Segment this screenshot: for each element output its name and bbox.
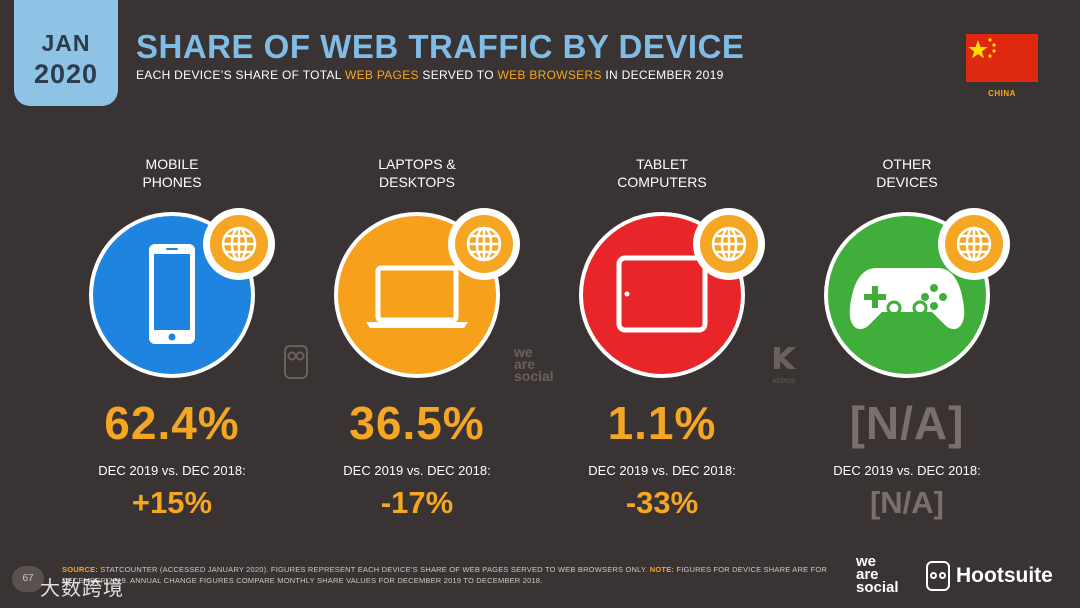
change-value: [N/A] [869,485,945,520]
device-label: LAPTOPS & DESKTOPS [317,155,517,191]
device-label: MOBILE PHONES [72,155,272,191]
mobile-phone-icon [149,244,195,344]
footer-source: SOURCE: STATCOUNTER (ACCESSED JANUARY 20… [62,564,852,586]
laptop-icon [366,265,468,328]
globe-icon [203,208,275,280]
logo-word: are [856,566,879,583]
comparison-label: DEC 2019 vs. DEC 2018: [98,463,246,478]
logo-word: social [856,579,899,596]
globe-icon [693,208,765,280]
tablet-icon [616,255,708,333]
kepios-logo-icon [774,347,796,369]
page-title: SHARE OF WEB TRAFFIC BY DEVICE [136,28,745,65]
hootsuite-wordmark: Hootsuite [956,564,1053,587]
page-subtitle: EACH DEVICE’S SHARE OF TOTAL WEB PAGES S… [136,68,724,82]
device-label-line: MOBILE [145,156,199,172]
hootsuite-logo: Hootsuite [926,560,1053,592]
device-label-line: TABLET [636,156,688,172]
subtitle-part: SERVED TO [418,68,498,82]
watermark-text: 大数跨境 [40,578,124,600]
note-text: FIGURES FOR DEVICE SHARE ARE FOR [674,565,827,574]
watermark-word: we [514,344,533,360]
logo-word: we [856,553,877,570]
device-label-line: OTHER [882,156,932,172]
change-value: -17% [380,485,454,520]
watermark-word: social [514,368,554,384]
globe-icon [938,208,1010,280]
change-value: -33% [625,485,699,520]
device-label: TABLET COMPUTERS [562,155,762,191]
owl-icon [926,561,950,591]
we-are-social-watermark: we are social [514,344,554,384]
share-value: [N/A] [849,397,965,449]
share-value: 62.4% [104,397,240,449]
device-circle [89,208,275,378]
badge-month: JAN [41,30,91,56]
globe-icon [448,208,520,280]
device-label: OTHER DEVICES [807,155,1007,191]
hootsuite-watermark-icon [284,345,308,380]
we-are-social-logo: we are social [856,553,899,596]
device-column-other: OTHER DEVICES [N/A] DEC 2019 vs. D [807,0,1010,608]
page-number: 67 [12,566,44,592]
device-label-line: PHONES [142,174,202,190]
footer-line-2: DECEMBER 2019. ANNUAL CHANGE FIGURES COM… [62,576,543,585]
change-value: +15% [131,485,213,520]
subtitle-highlight: WEB PAGES [344,68,419,82]
kepios-label: KEPIOS [772,379,796,385]
date-badge: JAN 2020 [14,0,118,106]
source-label: SOURCE: [62,565,98,574]
device-label-line: DEVICES [876,174,938,190]
watermark-word: are [514,356,536,372]
device-circle [824,208,1010,378]
subtitle-part: IN DECEMBER 2019 [601,68,724,82]
device-circle [579,208,765,378]
subtitle-part: EACH DEVICE’S SHARE OF TOTAL [136,68,345,82]
share-value: 36.5% [349,397,485,449]
device-label-line: DESKTOPS [379,174,455,190]
comparison-label: DEC 2019 vs. DEC 2018: [833,463,981,478]
source-text: STATCOUNTER (ACCESSED JANUARY 2020). FIG… [98,565,650,574]
device-circle [334,208,520,378]
gamepad-icon [849,268,965,330]
note-label: NOTE: [649,565,675,574]
device-column-tablets: TABLET COMPUTERS 1.1% DEC 2019 vs. DEC 2… [562,0,765,608]
china-flag-icon [966,34,1038,82]
comparison-label: DEC 2019 vs. DEC 2018: [343,463,491,478]
country-label: CHINA [988,89,1016,98]
device-column-laptops: LAPTOPS & DESKTOPS 36.5% DEC 2019 vs. DE… [317,0,520,608]
device-label-line: LAPTOPS & [378,156,456,172]
device-column-mobile: MOBILE PHONES 62.4% DEC 2019 vs. DEC 201… [72,0,275,608]
share-value: 1.1% [607,397,717,449]
device-label-line: COMPUTERS [617,174,707,190]
kepios-watermark: KEPIOS [768,345,800,388]
subtitle-highlight: WEB BROWSERS [497,68,602,82]
badge-year: 2020 [33,59,99,89]
comparison-label: DEC 2019 vs. DEC 2018: [588,463,736,478]
